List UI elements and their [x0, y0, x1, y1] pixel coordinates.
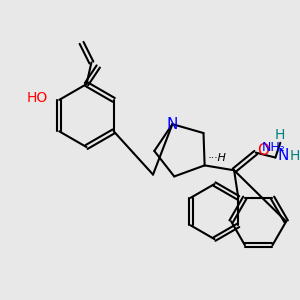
- Text: HO: HO: [27, 91, 48, 105]
- Text: NH₂: NH₂: [262, 141, 285, 154]
- Text: N: N: [278, 148, 289, 163]
- Text: O: O: [258, 143, 270, 158]
- Text: ···H: ···H: [208, 152, 226, 163]
- Text: H: H: [289, 148, 299, 163]
- Text: N: N: [167, 117, 178, 132]
- Text: H: H: [275, 128, 286, 142]
